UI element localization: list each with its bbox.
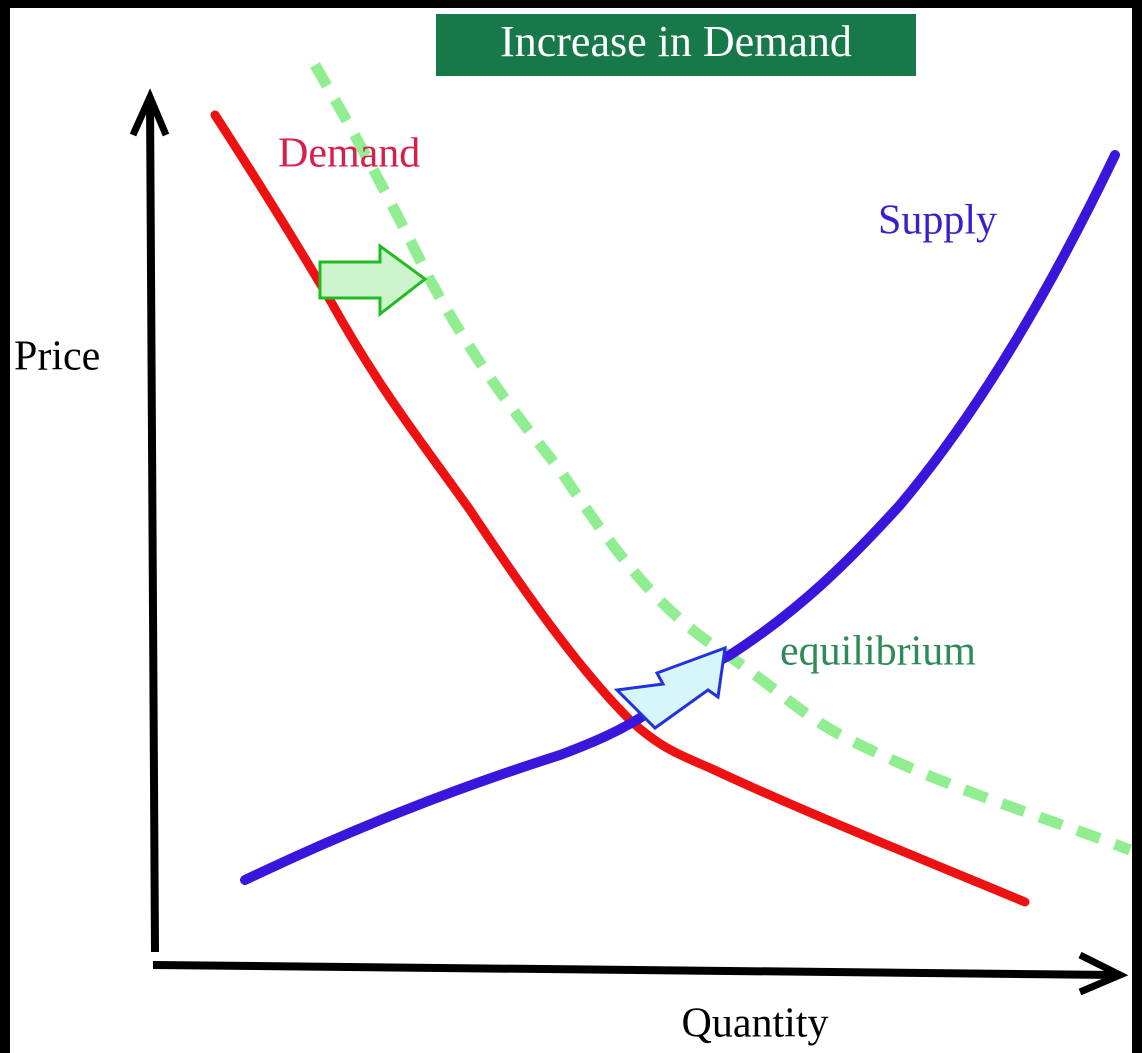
x-axis [152,961,1119,979]
title-box [436,14,916,76]
equilibrium-arrow [613,645,727,730]
y-axis [146,99,159,953]
y-axis-label: Price [14,334,100,380]
demand-label: Demand [278,131,420,177]
new-demand-curve [310,62,1132,856]
supply-label: Supply [878,198,997,244]
x-axis-arrow [1078,951,1129,996]
equilibrium-label: equilibrium [780,629,976,675]
title: Increase in Demand [500,17,852,66]
x-axis-label: Quantity [682,1001,829,1047]
shift-arrow [318,243,428,318]
background [10,8,1132,1053]
y-axis-arrow [129,88,170,137]
